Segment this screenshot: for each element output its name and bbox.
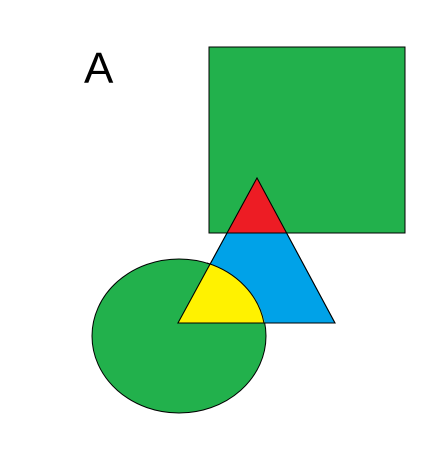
circle-arc-edge: [206, 262, 265, 324]
yellow-overlap-region: [178, 259, 266, 323]
panel-label: A: [84, 44, 114, 93]
triangle-outline: [177, 176, 336, 324]
green-square: [208, 46, 406, 234]
